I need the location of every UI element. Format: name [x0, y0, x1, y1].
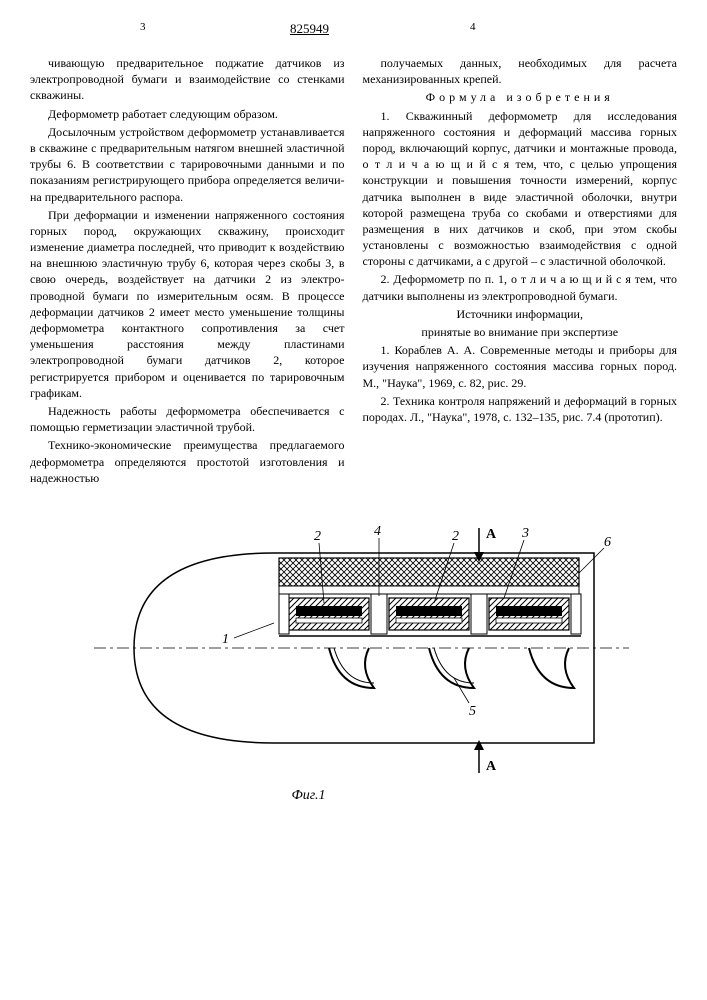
para: При деформации и изменении напряжен­ного… [30, 207, 345, 401]
claim: 2. Деформометр по п. 1, о т л и ­ч а ю щ… [363, 271, 678, 303]
svg-text:4: 4 [374, 524, 381, 539]
figure-1: 2 4 2 3 6 1 5 А А Фиг.1 [30, 518, 677, 806]
patent-number: 825949 [290, 20, 329, 38]
text-columns: чивающую предварительное поджатие дат­чи… [30, 55, 677, 488]
formula-title: Формула изобретения [363, 89, 678, 105]
sensor-block-1 [289, 598, 369, 630]
para: Надежность работы деформометра обес­печи… [30, 403, 345, 435]
svg-text:2: 2 [452, 529, 459, 544]
para: чивающую предварительное поджатие дат­чи… [30, 55, 345, 104]
reference: 2. Техника контроля напряжений и де­форм… [363, 393, 678, 425]
sources-subtitle: принятые во внимание при экспертизе [363, 324, 678, 340]
right-column: получаемых данных, необходимых для расче… [363, 55, 678, 488]
figure-label: Фиг.1 [291, 787, 325, 806]
svg-text:1: 1 [222, 632, 229, 647]
svg-text:6: 6 [604, 535, 611, 550]
svg-text:3: 3 [521, 526, 529, 541]
deformometer-diagram: 2 4 2 3 6 1 5 А А [74, 518, 634, 778]
page-number-right: 4 [470, 20, 476, 35]
para: получаемых данных, необходимых для расче… [363, 55, 678, 87]
sensor-block-2 [389, 598, 469, 630]
para: Технико-экономические преимущества предл… [30, 437, 345, 486]
sensor-block-3 [489, 598, 569, 630]
page-number-left: 3 [140, 20, 146, 35]
svg-text:А: А [486, 527, 497, 542]
para: Досылочным устройством деформометр устан… [30, 124, 345, 205]
svg-text:2: 2 [314, 529, 321, 544]
svg-text:5: 5 [469, 704, 476, 719]
left-column: чивающую предварительное поджатие дат­чи… [30, 55, 345, 488]
sources-title: Источники информации, [363, 306, 678, 322]
reference: 1. Кораблев А. А. Современные ме­тоды и … [363, 342, 678, 391]
para: Деформометр работает следующим об­разом. [30, 106, 345, 122]
svg-text:А: А [486, 759, 497, 774]
page-header: 3 825949 4 [30, 20, 677, 40]
claim: 1. Скважинный деформометр для ис­следова… [363, 108, 678, 270]
